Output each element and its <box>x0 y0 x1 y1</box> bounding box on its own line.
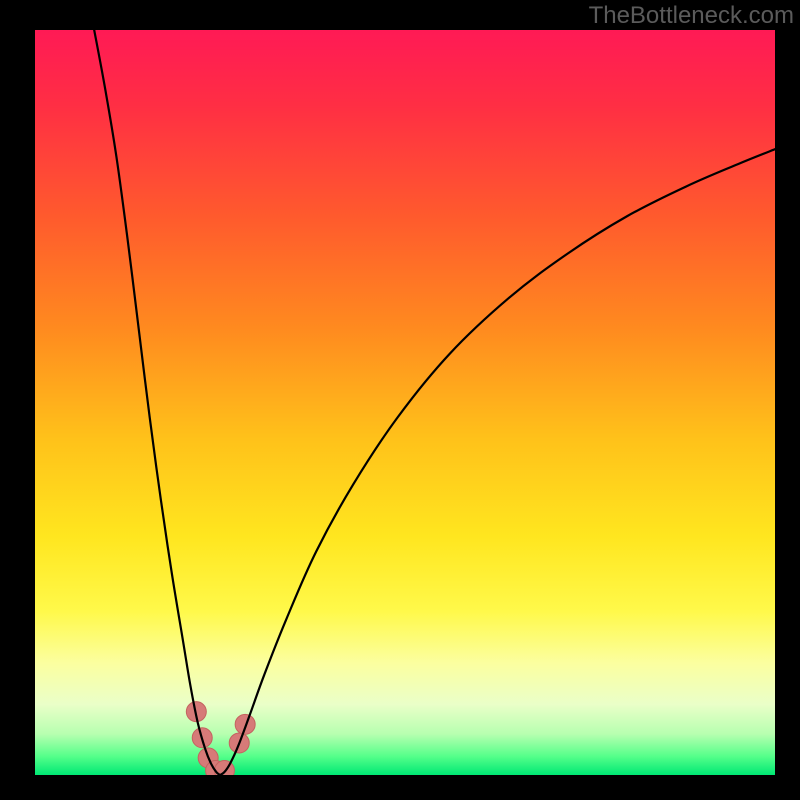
chart-frame: TheBottleneck.com <box>0 0 800 800</box>
plot-background <box>35 30 775 775</box>
data-marker <box>235 714 255 734</box>
watermark-text: TheBottleneck.com <box>589 2 794 30</box>
plot-svg <box>35 30 775 775</box>
plot-area <box>35 30 775 775</box>
